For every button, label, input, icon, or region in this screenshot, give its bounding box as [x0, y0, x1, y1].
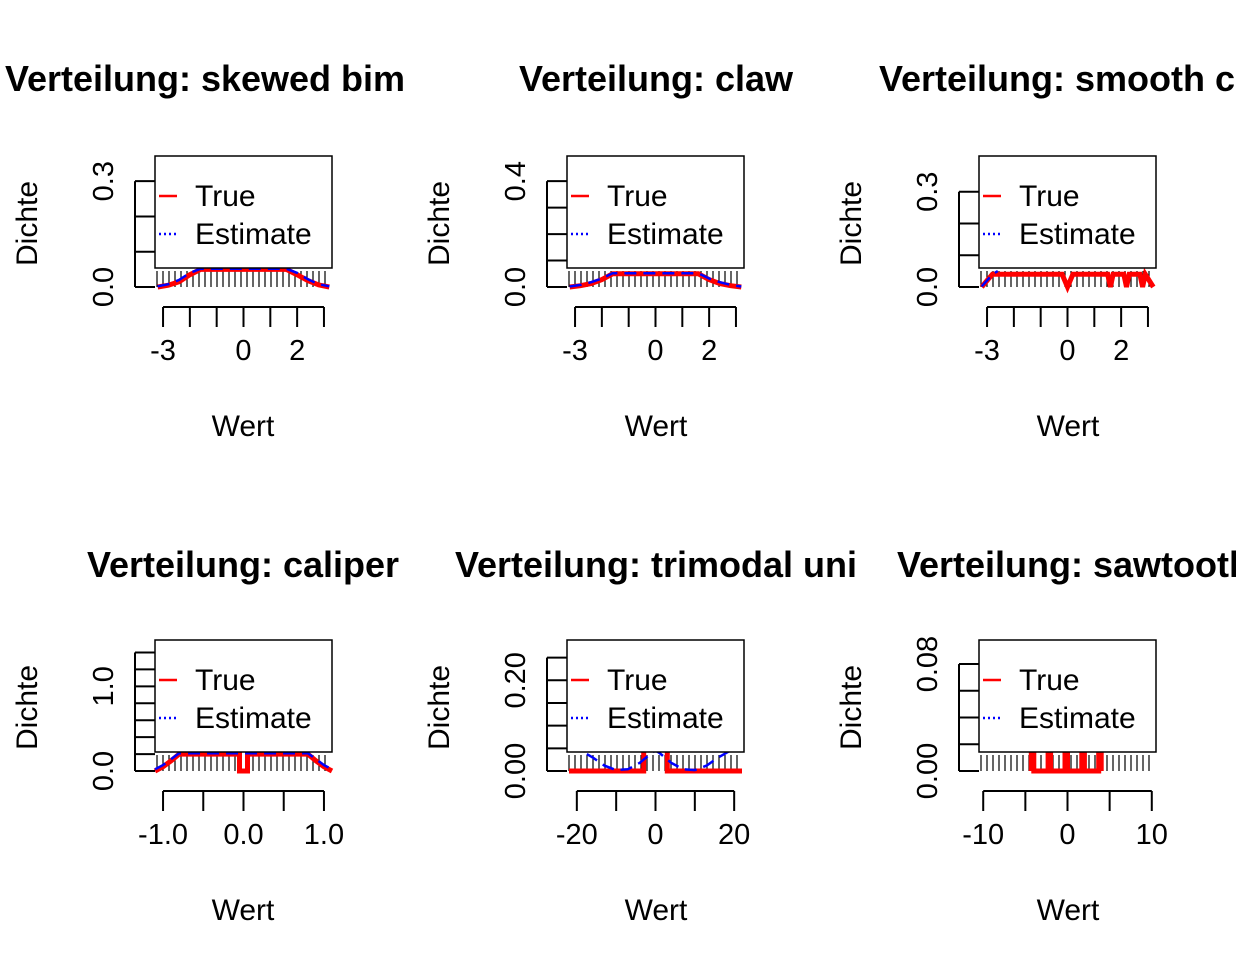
legend-box	[154, 639, 333, 753]
x-tick-label: -1.0	[138, 819, 188, 851]
legend-label: True	[607, 180, 668, 213]
y-tick-label: 0.0	[912, 267, 944, 307]
series-line-true	[1028, 752, 1104, 774]
series-line-estimate	[980, 270, 999, 288]
x-tick-label: -3	[562, 335, 588, 367]
legend-box	[566, 155, 745, 269]
y-tick-label: 0.08	[912, 636, 944, 692]
chart-panel-4: True Estimate 0.0 1.0 -1.0 0.0 1.0 Wert Dichte Ve…	[11, 544, 399, 927]
y-tick-label: 0.0	[88, 267, 120, 307]
y-tick-label: 0.0	[88, 751, 120, 791]
series-line-estimate	[157, 267, 330, 288]
x-axis-title: Wert	[1037, 410, 1100, 443]
y-axis: 0.0 0.4	[500, 161, 567, 307]
x-axis-title: Wert	[625, 894, 688, 927]
x-tick-label: 0	[235, 335, 251, 367]
x-tick-label: -20	[556, 819, 598, 851]
y-tick-label: 0.00	[500, 743, 532, 799]
y-tick-label: 0.0	[500, 267, 532, 307]
legend-label: Estimate	[607, 218, 724, 251]
legend-box	[978, 155, 1157, 269]
legend-label: Estimate	[1019, 218, 1136, 251]
legend: True Estimate	[978, 639, 1157, 753]
y-axis: 0.00 0.08	[912, 636, 979, 799]
chart-title: Verteilung: caliper	[87, 544, 399, 585]
x-axis-title: Wert	[1037, 894, 1100, 927]
x-axis: -3 0 2	[562, 306, 737, 367]
legend-box	[978, 639, 1157, 753]
x-axis: -1.0 0.0 1.0	[138, 790, 344, 851]
chart-title: Verteilung: smooth co	[879, 58, 1236, 99]
y-tick-label: 0.4	[500, 161, 532, 201]
legend: True Estimate	[154, 639, 333, 753]
y-axis-title: Dichte	[835, 181, 868, 266]
legend-label: True	[195, 664, 256, 697]
chart-panel-5: True Estimate 0.00 0.20 -20 0 20 Wert Dichte Vert…	[423, 544, 857, 927]
y-tick-label: 0.00	[912, 743, 944, 799]
legend-label: Estimate	[607, 702, 724, 735]
y-axis-title: Dichte	[11, 181, 44, 266]
y-tick-label: 0.3	[912, 172, 944, 212]
series-line-estimate	[569, 271, 742, 288]
y-axis: 0.00 0.20	[500, 652, 567, 799]
x-axis-title: Wert	[625, 410, 688, 443]
x-tick-label: 1.0	[304, 819, 344, 851]
x-tick-label: -3	[150, 335, 176, 367]
chart-panel-6: True Estimate 0.00 0.08 -10 0 10 Wert Dichte Vert…	[835, 544, 1236, 927]
x-axis-title: Wert	[212, 894, 275, 927]
y-axis-title: Dichte	[835, 665, 868, 750]
legend: True Estimate	[154, 155, 333, 269]
legend-label: True	[607, 664, 668, 697]
y-tick-label: 0.3	[88, 161, 120, 201]
x-tick-label: 0	[647, 819, 663, 851]
legend-label: True	[195, 180, 256, 213]
x-tick-label: 2	[1113, 335, 1129, 367]
legend-label: Estimate	[195, 218, 312, 251]
x-axis-title: Wert	[212, 410, 275, 443]
x-axis: -3 0 2	[974, 306, 1149, 367]
x-tick-label: 20	[718, 819, 750, 851]
x-tick-label: 0.0	[223, 819, 263, 851]
chart-title: Verteilung: trimodal uni	[455, 544, 857, 585]
x-axis: -10 0 10	[962, 790, 1168, 851]
legend-label: Estimate	[1019, 702, 1136, 735]
chart-title: Verteilung: claw	[519, 58, 794, 99]
legend: True Estimate	[978, 155, 1157, 269]
chart-title: Verteilung: skewed bim	[5, 58, 405, 99]
x-tick-label: 2	[701, 335, 717, 367]
legend-label: Estimate	[195, 702, 312, 735]
legend-label: True	[1019, 180, 1080, 213]
x-tick-label: 0	[1059, 819, 1075, 851]
y-tick-label: 1.0	[88, 666, 120, 706]
chart-panel-1: True Estimate 0.0 0.3 -3 0 2 Wert Dichte Verteilu…	[5, 58, 405, 443]
x-tick-label: 2	[289, 335, 305, 367]
x-tick-label: 0	[1059, 335, 1075, 367]
y-axis: 0.0 1.0	[88, 651, 155, 791]
legend-box	[566, 639, 745, 753]
x-axis: -3 0 2	[150, 306, 325, 367]
chart-title: Verteilung: sawtootl	[897, 544, 1236, 585]
y-axis-title: Dichte	[11, 665, 44, 750]
series-line-estimate	[154, 751, 333, 771]
legend-label: True	[1019, 664, 1080, 697]
series-line-true	[153, 751, 334, 774]
x-tick-label: -10	[962, 819, 1004, 851]
y-axis: 0.0 0.3	[88, 161, 155, 307]
chart-panel-3: True Estimate 0.0 0.3 -3 0 2 Wert Dichte Verteilu…	[835, 58, 1236, 443]
y-axis: 0.0 0.3	[912, 172, 979, 307]
y-axis-title: Dichte	[423, 181, 456, 266]
series-line-true	[979, 267, 1156, 294]
y-axis-title: Dichte	[423, 665, 456, 750]
legend: True Estimate	[566, 639, 745, 753]
x-tick-label: 10	[1136, 819, 1168, 851]
x-tick-label: 0	[647, 335, 663, 367]
legend: True Estimate	[566, 155, 745, 269]
x-tick-label: -3	[974, 335, 1000, 367]
legend-box	[154, 155, 333, 269]
chart-panel-2: True Estimate 0.0 0.4 -3 0 2 Wert Dichte Verteilu…	[423, 58, 794, 443]
y-tick-label: 0.20	[500, 652, 532, 708]
x-axis: -20 0 20	[556, 790, 750, 851]
